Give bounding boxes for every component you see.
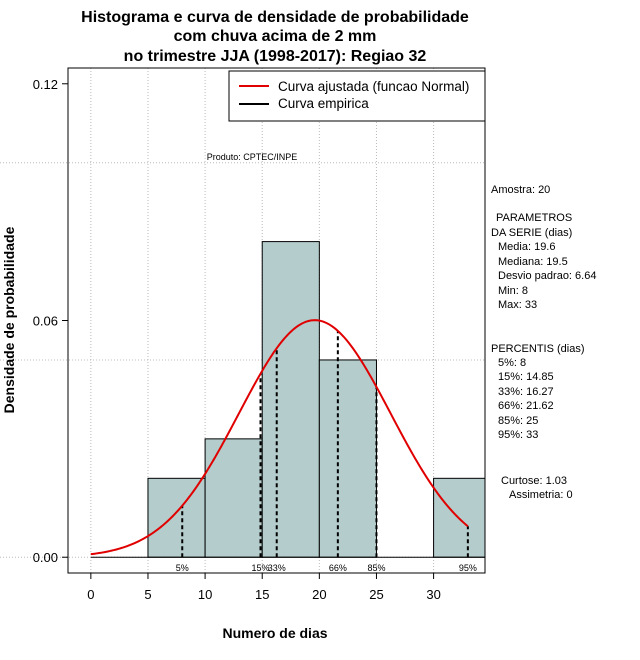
legend-label-empirica: Curva empirica (278, 96, 369, 111)
stat-assimetria: Assimetria: 0 (509, 489, 573, 501)
percentile-label: 5% (176, 563, 189, 573)
percentile-label: 33% (268, 563, 286, 573)
bar-layer (90, 241, 486, 558)
chart-title-line-3: no trimestre JJA (1998-2017): Regiao 32 (124, 48, 427, 65)
x-tick-label: 10 (198, 587, 212, 602)
stat-param-title-2: DA SERIE (dias) (491, 227, 572, 239)
stat-mediana: Mediana: 19.5 (498, 256, 568, 268)
y-tick-label: 0.00 (33, 550, 58, 565)
x-tick-label: 20 (312, 587, 326, 602)
histogram-bar (147, 477, 206, 558)
x-tick-label: 0 (87, 587, 94, 602)
percentile-label: 15% (251, 563, 269, 573)
x-tick-label: 25 (369, 587, 383, 602)
stat-p15: 15%: 14.85 (498, 371, 554, 383)
y-tick-label: 0.12 (33, 77, 58, 92)
stat-p95: 95%: 33 (498, 429, 538, 441)
stat-curtose: Curtose: 1.03 (501, 475, 567, 487)
y-axis-label: Densidade de probabilidade (1, 226, 17, 413)
stat-media: Media: 19.6 (498, 241, 555, 253)
curve-layer (90, 319, 469, 556)
legend-label-normal: Curva ajustada (funcao Normal) (278, 79, 469, 94)
produto-annotation: Produto: CPTEC/INPE (207, 152, 298, 162)
stat-p33: 33%: 16.27 (498, 386, 554, 398)
percentile-label: 66% (329, 563, 347, 573)
stat-p5: 5%: 8 (498, 357, 526, 369)
chart-title-line-2: com chuva acima de 2 mm (174, 28, 377, 45)
stat-desvio: Desvio padrao: 6.64 (498, 270, 596, 282)
legend: Curva ajustada (funcao Normal) Curva emp… (228, 70, 486, 122)
chart-title-line-1: Histograma e curva de densidade de proba… (81, 9, 469, 26)
stat-amostra: Amostra: 20 (491, 184, 550, 196)
stat-min: Min: 8 (498, 285, 528, 297)
stat-param-title-1: PARAMETROS (496, 212, 572, 224)
normal-curve (90, 319, 469, 556)
stat-perc-title: PERCENTIS (dias) (491, 343, 585, 355)
stat-max: Max: 33 (498, 299, 537, 311)
x-axis: 0 5 10 15 20 25 30 (87, 573, 441, 602)
histogram-bar (318, 359, 377, 558)
stat-p85: 85%: 25 (498, 415, 538, 427)
percentile-layer: 5% 15%33% 66% 85% 95% (176, 330, 477, 573)
x-tick-label: 30 (426, 587, 440, 602)
statistics-panel: Amostra: 20 PARAMETROS DA SERIE (dias) M… (491, 184, 596, 501)
stat-p66: 66%: 21.62 (498, 400, 554, 412)
x-axis-label: Numero de dias (222, 625, 327, 641)
x-tick-label: 5 (144, 587, 151, 602)
percentile-label: 85% (367, 563, 385, 573)
percentile-label: 95% (459, 563, 477, 573)
y-tick-label: 0.06 (33, 314, 58, 329)
legend-box (228, 70, 486, 122)
y-axis: 0.00 0.06 0.12 (33, 77, 68, 565)
x-tick-label: 15 (255, 587, 269, 602)
histogram-bar (204, 438, 263, 558)
histogram-bar (261, 241, 320, 558)
